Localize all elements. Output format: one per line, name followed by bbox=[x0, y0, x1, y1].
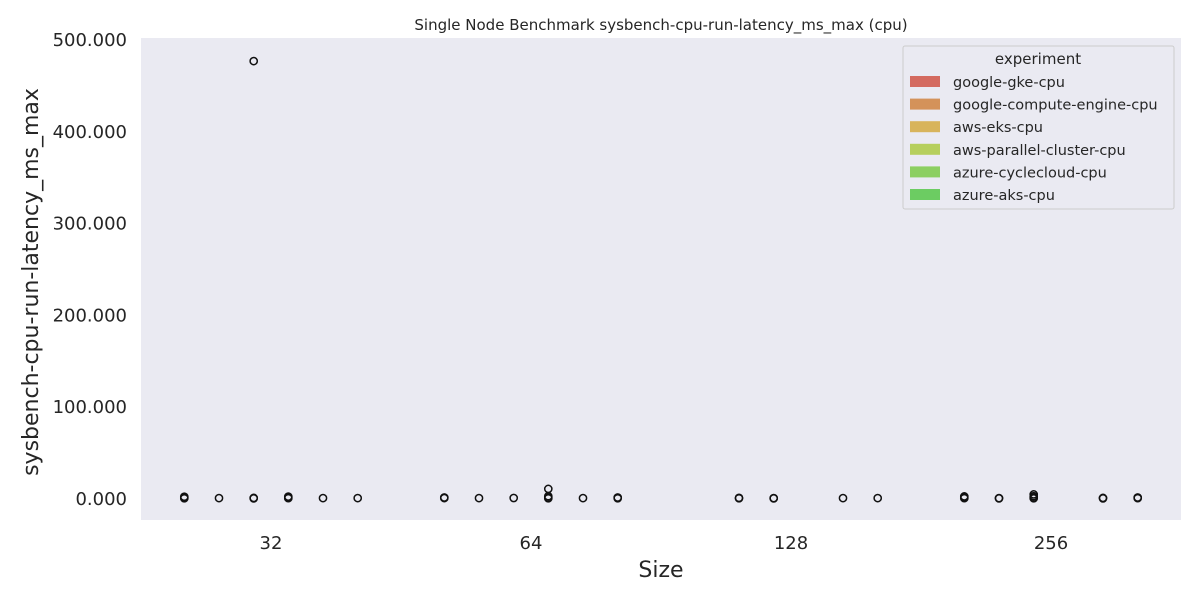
outlier-point bbox=[959, 493, 969, 503]
legend-title: experiment bbox=[995, 50, 1081, 68]
y-tick-label: 300.000 bbox=[53, 214, 127, 235]
legend-swatch bbox=[910, 189, 940, 200]
x-tick-label: 64 bbox=[520, 533, 543, 554]
legend-swatch bbox=[910, 166, 940, 178]
y-tick-label: 100.000 bbox=[53, 397, 127, 418]
legend-label: aws-eks-cpu bbox=[953, 120, 1043, 136]
series-aws-parallel-cluster-cpu bbox=[283, 484, 553, 503]
x-tick-label: 32 bbox=[260, 533, 283, 554]
series-azure-aks-cpu bbox=[353, 493, 1143, 503]
outlier-point bbox=[1029, 493, 1039, 503]
series-azure-cyclecloud-cpu bbox=[318, 493, 1108, 503]
outlier-points bbox=[179, 56, 1143, 503]
outlier-point bbox=[249, 56, 259, 66]
legend-swatch bbox=[910, 143, 940, 155]
y-tick-label: 500.000 bbox=[53, 30, 127, 51]
legend-items: google-gke-cpu google-compute-engine-cpu a… bbox=[910, 75, 1158, 204]
y-tick-label: 200.000 bbox=[53, 305, 127, 326]
outlier-point bbox=[509, 493, 519, 503]
series-google-compute-engine-cpu bbox=[214, 493, 1004, 503]
outlier-point bbox=[873, 493, 883, 503]
x-axis: 32 64 128 256 bbox=[260, 533, 1069, 554]
legend-label: google-gke-cpu bbox=[953, 75, 1065, 91]
outlier-point bbox=[994, 494, 1004, 503]
legend-label: azure-aks-cpu bbox=[953, 188, 1055, 204]
x-axis-label: Size bbox=[638, 558, 683, 583]
outlier-point bbox=[543, 493, 553, 503]
outlier-point bbox=[838, 493, 848, 503]
outlier-point bbox=[1098, 494, 1108, 503]
series-aws-eks-cpu bbox=[249, 56, 1039, 503]
outlier-point bbox=[283, 493, 293, 503]
x-tick-label: 128 bbox=[774, 533, 808, 554]
legend-swatch bbox=[910, 76, 940, 87]
y-tick-label: 0.000 bbox=[75, 489, 127, 510]
legend-label: google-compute-engine-cpu bbox=[953, 98, 1158, 114]
outlier-point bbox=[318, 493, 328, 503]
outlier-point bbox=[249, 494, 259, 503]
outlier-point bbox=[769, 494, 779, 503]
legend: experiment google-gke-cpu google-compute-… bbox=[902, 45, 1175, 210]
outlier-point bbox=[613, 493, 623, 503]
legend-swatch bbox=[910, 98, 940, 110]
series-google-gke-cpu bbox=[179, 492, 969, 503]
outlier-point bbox=[353, 493, 363, 503]
outlier-point bbox=[179, 493, 189, 503]
legend-box bbox=[902, 45, 1175, 210]
y-tick-label: 400.000 bbox=[53, 122, 127, 143]
legend-label: aws-parallel-cluster-cpu bbox=[953, 143, 1126, 159]
outlier-point bbox=[734, 493, 744, 503]
y-axis: 0.000 100.000 200.000 300.000 400.000 500.000 bbox=[53, 30, 127, 510]
outlier-point bbox=[474, 493, 484, 503]
x-tick-label: 256 bbox=[1034, 533, 1068, 554]
chart-title: Single Node Benchmark sysbench-cpu-run-l… bbox=[414, 16, 907, 35]
outlier-point bbox=[1133, 493, 1143, 503]
outlier-point bbox=[439, 493, 449, 503]
legend-swatch bbox=[910, 121, 940, 133]
y-axis-label: sysbench-cpu-run-latency_ms_max bbox=[19, 88, 44, 476]
outlier-point bbox=[578, 493, 588, 503]
outlier-point bbox=[214, 493, 224, 503]
legend-label: azure-cyclecloud-cpu bbox=[953, 165, 1107, 181]
